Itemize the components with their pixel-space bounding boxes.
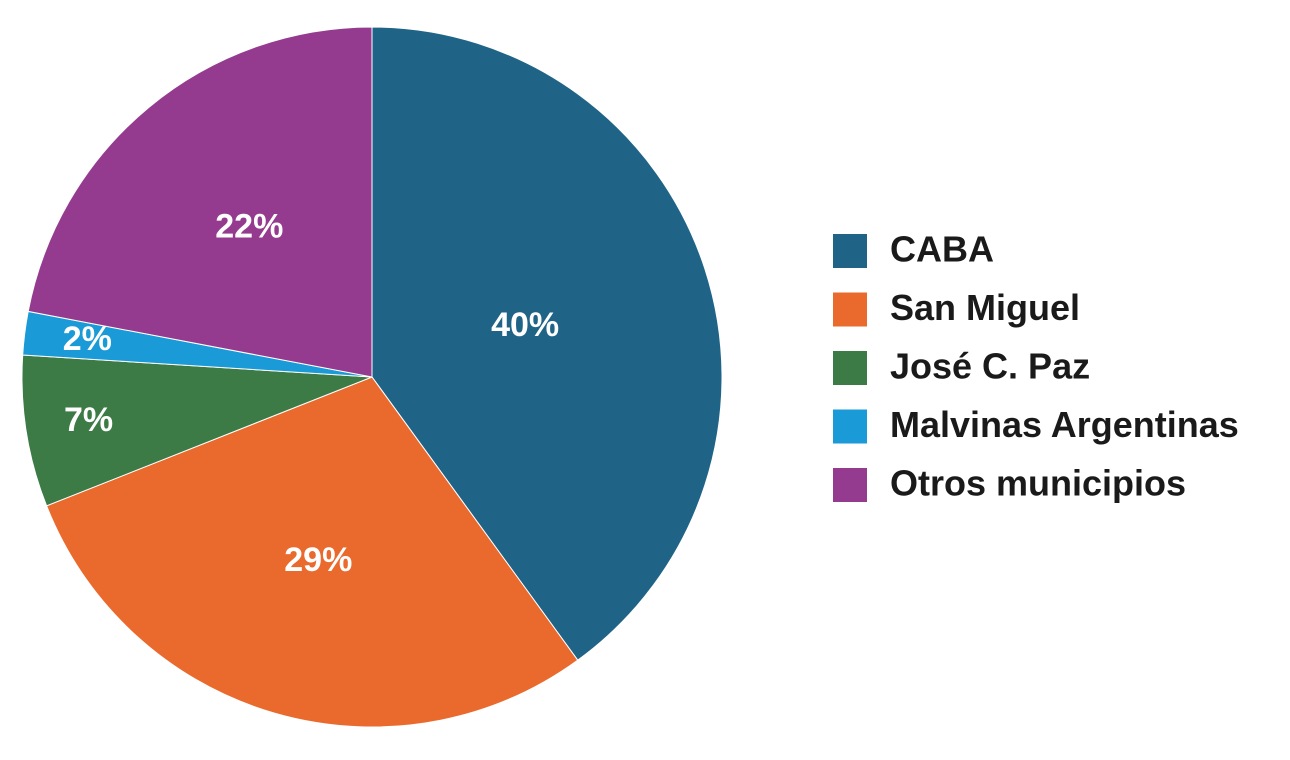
slice-label: 40% (491, 306, 559, 344)
legend-label: José C. Paz (890, 346, 1090, 387)
slice-label: 7% (64, 401, 113, 439)
legend-label: Malvinas Argentinas (890, 404, 1239, 445)
legend-swatch (833, 351, 867, 385)
pie-slice (45, 376, 579, 728)
legend-label: Otros municipios (890, 463, 1186, 504)
pie-slice (27, 26, 373, 378)
slice-label: 29% (284, 541, 352, 579)
pie-slice (371, 26, 723, 661)
pie-slice (21, 354, 373, 507)
slice-label: 2% (63, 320, 112, 358)
legend-swatch (833, 409, 867, 444)
legend-swatch (833, 292, 867, 327)
legend-label: San Miguel (890, 287, 1080, 328)
legend-swatch (833, 234, 867, 268)
slice-label: 22% (215, 208, 283, 246)
legend-swatch (833, 468, 867, 502)
legend-label: CABA (890, 229, 994, 270)
